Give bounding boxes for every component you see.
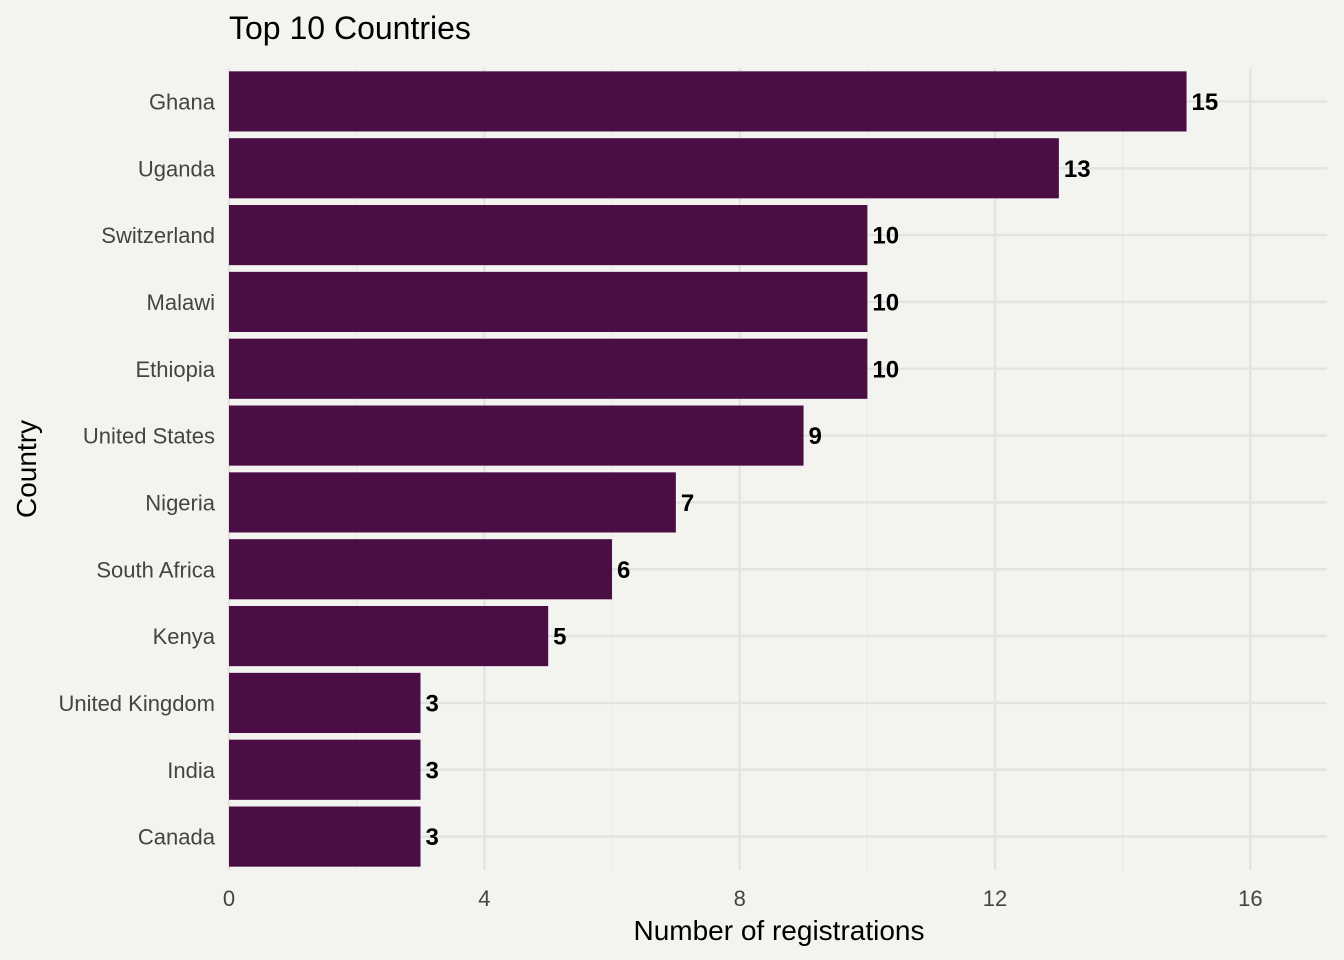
bar-south-africa	[229, 539, 613, 600]
data-label: 6	[617, 557, 630, 584]
data-label: 5	[553, 624, 566, 651]
y-tick-label: United Kingdom	[58, 691, 215, 716]
y-tick-label: Malawi	[147, 290, 215, 315]
data-label: 3	[426, 824, 439, 851]
y-tick-label: South Africa	[96, 557, 215, 582]
x-tick-label: 12	[983, 886, 1007, 911]
y-tick-label: Ethiopia	[135, 357, 215, 382]
y-tick-label: India	[167, 758, 215, 783]
bar-ethiopia	[229, 338, 868, 399]
bar-uganda	[229, 138, 1059, 199]
bar-ghana	[229, 71, 1187, 132]
data-label: 3	[426, 690, 439, 717]
bar-switzerland	[229, 205, 868, 266]
x-axis-tick-labels: 0 4 8 12 16	[223, 886, 1263, 911]
y-tick-label: Canada	[138, 825, 216, 850]
y-tick-label: Switzerland	[101, 223, 215, 248]
x-axis-title: Number of registrations	[633, 915, 924, 946]
y-tick-label: Kenya	[153, 624, 216, 649]
data-label: 13	[1064, 156, 1091, 183]
bars-group	[229, 71, 1187, 867]
data-label: 10	[872, 289, 899, 316]
x-tick-label: 4	[478, 886, 490, 911]
data-label: 10	[872, 223, 899, 250]
x-tick-label: 16	[1238, 886, 1262, 911]
y-tick-label: Nigeria	[145, 490, 215, 515]
x-tick-label: 0	[223, 886, 235, 911]
y-tick-label: United States	[83, 424, 215, 449]
x-tick-label: 8	[734, 886, 746, 911]
y-axis-title: Country	[11, 420, 42, 518]
bar-canada	[229, 806, 421, 867]
data-label: 15	[1192, 89, 1219, 116]
bar-nigeria	[229, 472, 676, 533]
y-axis-tick-labels: Ghana Uganda Switzerland Malawi Ethiopia Unit…	[58, 89, 215, 849]
data-label: 10	[872, 356, 899, 383]
bar-kenya	[229, 606, 549, 667]
data-labels-group: 15 13 10 10 10 9 7 6 5 3 3 3	[426, 89, 1219, 851]
data-label: 9	[809, 423, 822, 450]
y-tick-label: Uganda	[138, 156, 216, 181]
y-tick-label: Ghana	[149, 89, 216, 114]
bar-india	[229, 739, 421, 800]
data-label: 7	[681, 490, 694, 517]
bar-malawi	[229, 271, 868, 332]
bar-united-kingdom	[229, 672, 421, 733]
data-label: 3	[426, 757, 439, 784]
bar-united-states	[229, 405, 804, 466]
chart-title: Top 10 Countries	[229, 10, 471, 46]
